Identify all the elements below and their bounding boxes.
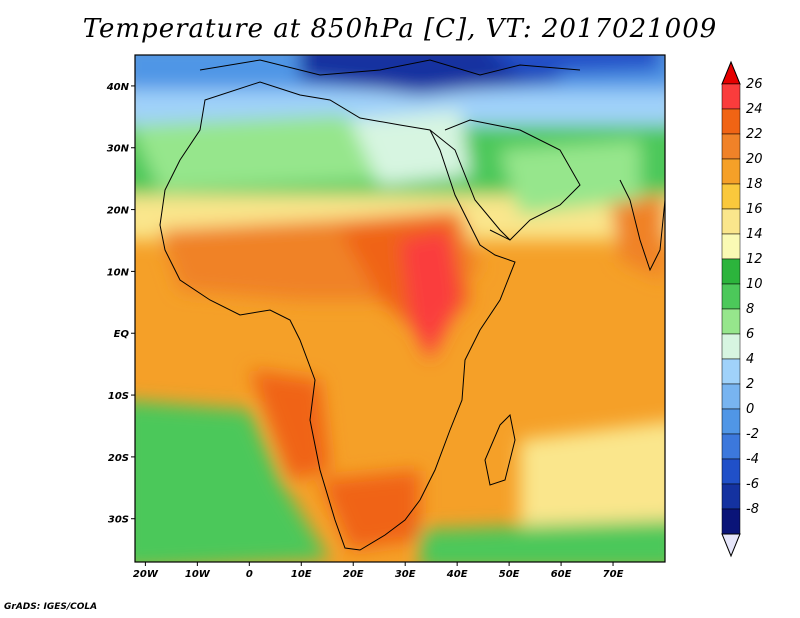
lat-tick-label: 10N — [107, 267, 130, 278]
lon-tick-label: 50E — [499, 569, 520, 580]
lat-tick-label: EQ — [114, 329, 130, 340]
colorbar-label: -2 — [746, 427, 759, 442]
colorbar-label: 22 — [746, 127, 763, 142]
arabia-coastline — [444, 119, 581, 241]
colorbar-swatch — [721, 508, 741, 535]
credit-text: GrADS: IGES/COLA — [4, 602, 98, 612]
colorbar-label: 0 — [746, 402, 754, 417]
lon-tick-label: 20W — [133, 569, 159, 580]
colorbar-swatch — [721, 333, 741, 360]
colorbar-label: 20 — [746, 152, 763, 167]
colorbar-label: 10 — [746, 277, 763, 292]
madagascar-coastline — [484, 413, 516, 486]
colorbar-label: 4 — [746, 352, 754, 367]
field-arabia-green — [500, 140, 640, 215]
lon-tick-label: 40E — [446, 569, 468, 580]
colorbar-label: 8 — [746, 302, 754, 317]
map-title: Temperature at 850hPa [C], VT: 201702100… — [82, 14, 718, 44]
field-india-warm — [610, 195, 665, 280]
lon-tick-label: 20E — [343, 569, 364, 580]
colorbar-swatch — [721, 383, 741, 410]
colorbar-swatch — [721, 208, 741, 235]
colorbar-swatch — [721, 183, 741, 210]
colorbar-swatch — [721, 458, 741, 485]
lat-tick-label: 10S — [108, 391, 129, 402]
lon-tick-label: 10W — [185, 569, 211, 580]
field-southern-ocean — [420, 520, 665, 562]
colorbar-swatch — [721, 283, 741, 310]
lon-tick-label: 70E — [603, 569, 624, 580]
colorbar-label: 12 — [746, 252, 763, 267]
axis-ticks: 20W 10W 0 10E 20E 30E 40E 50E 60E 70E 40N 30N 20N 10N… — [106, 82, 624, 580]
field-green-light — [135, 115, 420, 190]
lat-tick-label: 20S — [108, 453, 129, 464]
colorbar-swatch — [721, 83, 741, 110]
colorbar-label: 18 — [746, 177, 763, 192]
colorbar-swatch — [721, 158, 741, 185]
field-south-africa-hot — [320, 470, 420, 550]
colorbar-label: -6 — [746, 477, 759, 492]
india-coastline — [619, 179, 665, 272]
lat-tick-label: 30S — [108, 515, 129, 526]
europe-coastline — [199, 59, 581, 76]
field-black-sea-cold — [497, 55, 660, 75]
coastlines — [159, 59, 665, 551]
field-pale-sahara — [350, 110, 470, 185]
lat-tick-label: 40N — [106, 82, 130, 93]
colorbar-label: -8 — [746, 502, 759, 517]
temperature-map — [135, 55, 665, 562]
colorbar-label: 14 — [746, 227, 763, 242]
map-frame — [134, 54, 666, 563]
lon-tick-label: 30E — [395, 569, 416, 580]
field-angola-warm — [250, 370, 330, 480]
colorbar-label: 24 — [746, 102, 763, 117]
colorbar-label: 6 — [746, 327, 754, 342]
lon-tick-label: 60E — [551, 569, 572, 580]
colorbar-swatch — [721, 133, 741, 160]
colorbar-label: 26 — [746, 77, 763, 92]
colorbar-swatch — [721, 433, 741, 460]
red-sea-coast — [429, 129, 511, 241]
colorbar-swatch — [721, 233, 741, 260]
lat-tick-label: 30N — [107, 144, 130, 155]
colorbar-swatch — [721, 358, 741, 385]
lon-tick-label: 10E — [291, 569, 312, 580]
field-south-atlantic — [135, 401, 330, 562]
colorbar-label: 2 — [746, 377, 754, 392]
colorbar-swatch — [721, 108, 741, 135]
field-mediterranean-cold — [300, 55, 560, 95]
colorbar-bottom-arrow — [721, 533, 741, 558]
lat-tick-label: 20N — [107, 206, 130, 217]
lon-tick-label: 0 — [246, 569, 253, 580]
field-ethiopia-hot — [400, 230, 460, 360]
colorbar-top-arrow — [721, 60, 741, 85]
colorbar-label: -4 — [746, 452, 759, 467]
colorbar-swatch — [721, 308, 741, 335]
africa-coastline — [159, 81, 516, 551]
colorbar-swatch — [721, 408, 741, 435]
colorbar-label: 16 — [746, 202, 763, 217]
colorbar-swatch — [721, 483, 741, 510]
colorbar-swatch — [721, 258, 741, 285]
